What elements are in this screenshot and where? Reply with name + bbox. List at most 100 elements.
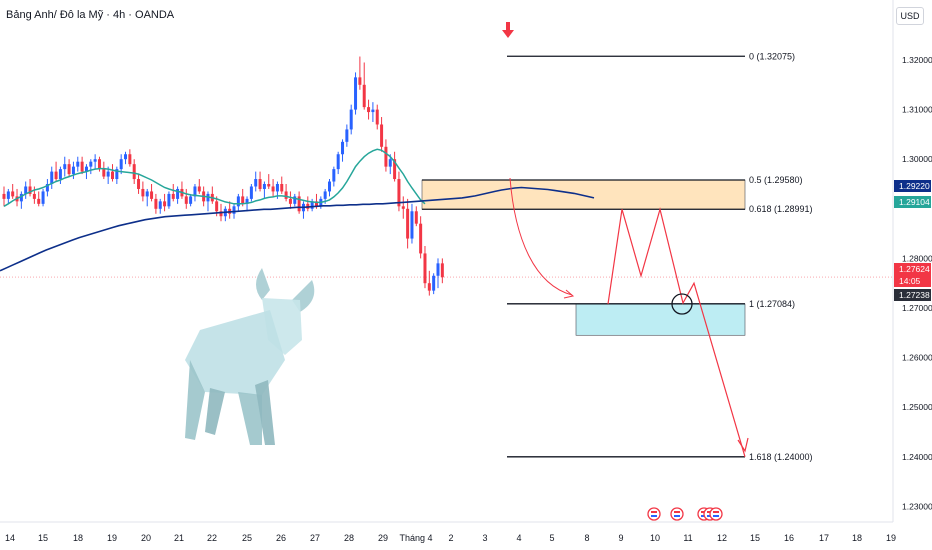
x-axis-tick-label: 29	[378, 533, 388, 543]
candle-body	[93, 159, 97, 162]
sell-arrow-icon	[506, 22, 510, 31]
candle-body	[71, 166, 75, 175]
x-axis-tick-label: Tháng 4	[399, 533, 432, 543]
x-axis-tick-label: 15	[750, 533, 760, 543]
x-axis-tick-label: 11	[683, 533, 692, 543]
us-flag-event-icon-stripe	[674, 511, 680, 513]
candle-body	[37, 198, 41, 204]
candle-body	[297, 196, 301, 212]
candle-body	[67, 164, 71, 175]
candle-body	[341, 141, 345, 155]
bull-illustration	[185, 268, 315, 445]
candle-body	[84, 166, 88, 172]
candle-body	[310, 201, 314, 209]
us-flag-event-icon-stripe	[651, 515, 657, 517]
candle-body	[241, 196, 245, 204]
candle-body	[54, 171, 58, 180]
candle-body	[167, 193, 171, 207]
x-axis-tick-label: 12	[717, 533, 727, 543]
fib-label: 1 (1.27084)	[749, 299, 795, 309]
candle-body	[141, 188, 145, 197]
candle-body	[115, 169, 119, 180]
x-axis-tick-label: 14	[5, 533, 15, 543]
candle-body	[358, 77, 362, 85]
candle-body	[236, 196, 240, 207]
candle-body	[232, 206, 236, 214]
x-axis-tick-label: 2	[448, 533, 453, 543]
us-flag-event-icon	[647, 507, 661, 521]
y-axis-tick-label: 1.30000	[902, 154, 932, 164]
candle-body	[258, 179, 262, 189]
price-label-tag	[894, 289, 931, 301]
candle-body	[176, 188, 180, 199]
candle-body	[419, 223, 423, 254]
bull-illustration-part	[255, 380, 275, 445]
candle-body	[423, 253, 427, 284]
candle-body	[410, 211, 414, 239]
x-axis-tick-label: 10	[650, 533, 660, 543]
candle-body	[267, 184, 271, 187]
x-axis-tick-label: 25	[242, 533, 252, 543]
x-axis-tick-label: 4	[516, 533, 521, 543]
x-axis-tick-label: 28	[344, 533, 354, 543]
candle-body	[314, 201, 318, 207]
candle-body	[45, 184, 49, 192]
y-axis-tick-label: 1.25000	[902, 402, 932, 412]
price-label-text: 14:05	[899, 276, 921, 286]
candle-body	[171, 193, 175, 199]
candle-body	[89, 161, 93, 167]
y-axis-tick-label: 1.26000	[902, 353, 932, 363]
candle-body	[137, 179, 141, 189]
candle-body	[432, 275, 436, 291]
candle-body	[384, 146, 388, 167]
candle-body	[397, 179, 401, 207]
candle-body	[76, 161, 80, 167]
x-axis-tick-label: 9	[618, 533, 623, 543]
fib-label: 1.618 (1.24000)	[749, 452, 813, 462]
candle-body	[124, 154, 128, 160]
x-axis-tick-label: 3	[482, 533, 487, 543]
curved-arrow-head	[563, 289, 575, 299]
candle-body	[367, 107, 371, 113]
candle-body	[106, 171, 110, 177]
candle-body	[150, 191, 154, 199]
candle-body	[19, 193, 23, 202]
x-axis-tick-label: 26	[276, 533, 286, 543]
candle-body	[332, 169, 336, 182]
candle-body	[215, 201, 219, 212]
target-circle-marker	[671, 293, 693, 315]
price-label-text: 1.27238	[899, 290, 930, 300]
x-axis-tick-label: 21	[174, 533, 184, 543]
us-flag-event-icon-stripe	[674, 515, 680, 517]
candle-body	[401, 206, 405, 209]
candle-body	[393, 159, 397, 180]
ema-slow-line	[0, 186, 595, 272]
candle-body	[97, 159, 101, 170]
candle-body	[63, 164, 67, 170]
candle-body	[32, 193, 36, 199]
candle-body	[406, 208, 410, 239]
bull-illustration-part	[238, 392, 262, 445]
projection-path	[607, 206, 746, 457]
candle-body	[436, 263, 440, 276]
x-axis-tick-label: 8	[584, 533, 589, 543]
candle-body	[254, 179, 258, 187]
zone-demand	[575, 303, 746, 336]
candle-body	[119, 159, 123, 170]
candle-body	[354, 77, 358, 110]
candle-body	[50, 171, 54, 184]
x-axis-tick-label: 27	[310, 533, 320, 543]
price-label-tag	[894, 196, 931, 208]
currency-button[interactable]: USD	[896, 7, 924, 25]
candle-body	[219, 211, 223, 217]
candle-body	[41, 191, 45, 204]
us-flag-event-icon-stripe	[651, 511, 657, 513]
candle-body	[154, 198, 158, 209]
candle-body	[11, 191, 15, 197]
candle-body	[427, 283, 431, 291]
candle-body	[80, 161, 84, 172]
zone-supply	[421, 179, 746, 210]
candle-body	[193, 186, 197, 197]
x-axis-tick-label: 19	[107, 533, 117, 543]
